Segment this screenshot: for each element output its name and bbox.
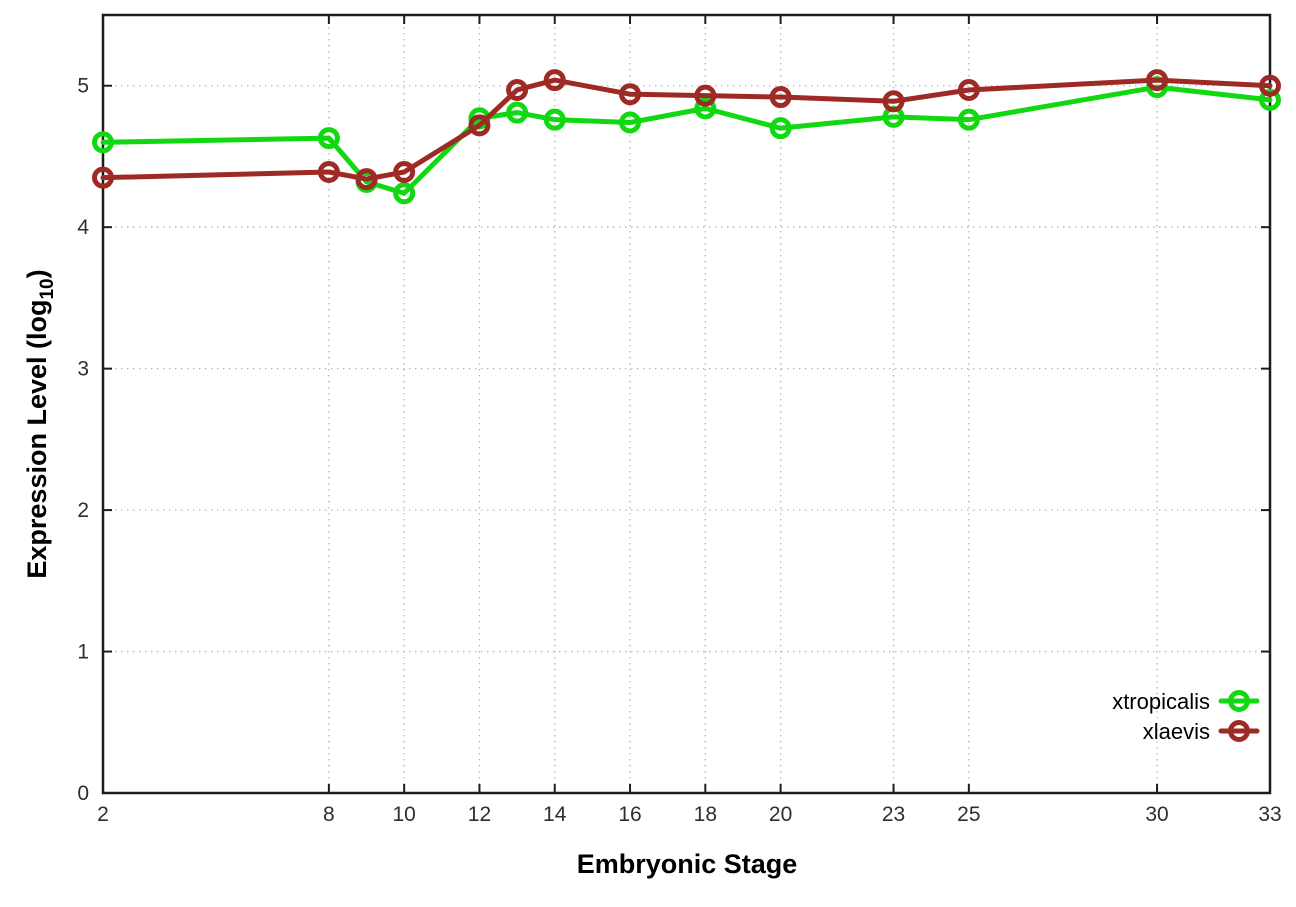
y-axis-title-suffix: ) xyxy=(22,269,52,278)
y-tick-label-3: 3 xyxy=(77,358,89,381)
legend-marker-xlaevis xyxy=(1228,720,1250,742)
x-tick-label-12: 12 xyxy=(468,803,491,826)
x-tick-label-18: 18 xyxy=(694,803,717,826)
marker-xlaevis-13 xyxy=(506,78,529,101)
x-tick-label-30: 30 xyxy=(1145,803,1168,826)
marker-xtropicalis-16 xyxy=(619,111,642,134)
marker-xlaevis-23 xyxy=(882,90,905,113)
marker-xlaevis-20 xyxy=(769,86,792,109)
marker-xtropicalis-2 xyxy=(92,131,114,154)
x-tick-label-20: 20 xyxy=(769,803,792,826)
marker-xtropicalis-14 xyxy=(543,108,566,131)
legend-label-xlaevis: xlaevis xyxy=(1143,719,1210,744)
marker-xtropicalis-8 xyxy=(317,127,340,150)
marker-xtropicalis-20 xyxy=(769,117,792,140)
marker-xlaevis-10 xyxy=(393,161,416,184)
y-tick-label-1: 1 xyxy=(77,641,89,664)
marker-xtropicalis-13 xyxy=(506,101,529,124)
grid-layer xyxy=(103,15,1270,793)
x-tick-label-33: 33 xyxy=(1258,803,1281,826)
x-tick-label-8: 8 xyxy=(323,803,335,826)
x-tick-label-23: 23 xyxy=(882,803,905,826)
plot-border xyxy=(101,13,1272,795)
x-tick-label-25: 25 xyxy=(957,803,980,826)
marker-xtropicalis-18 xyxy=(694,97,717,120)
marker-xlaevis-30 xyxy=(1146,69,1169,92)
marker-xtropicalis-25 xyxy=(957,108,980,131)
marker-xtropicalis-10 xyxy=(393,182,416,205)
marker-xlaevis-14 xyxy=(543,69,566,92)
marker-xtropicalis-33 xyxy=(1259,88,1281,111)
series-line-xlaevis xyxy=(100,77,1273,182)
marker-xlaevis-16 xyxy=(619,83,642,106)
x-axis-title: Embryonic Stage xyxy=(577,849,798,879)
marker-xlaevis-33 xyxy=(1259,74,1281,97)
y-tick-label-0: 0 xyxy=(77,782,89,805)
x-tick-label-10: 10 xyxy=(392,803,415,826)
x-tick-label-14: 14 xyxy=(543,803,567,826)
marker-xlaevis-12 xyxy=(468,114,491,137)
y-axis-title: Expression Level (log10) xyxy=(22,269,58,578)
marker-xlaevis-8 xyxy=(317,161,340,184)
y-tick-label-2: 2 xyxy=(77,499,89,522)
x-tick-label-2: 2 xyxy=(97,803,109,826)
series-line-xtropicalis xyxy=(100,84,1273,196)
y-axis-title-subscript: 10 xyxy=(37,278,58,299)
marker-xlaevis-9 xyxy=(355,168,378,191)
legend-label-xtropicalis: xtropicalis xyxy=(1112,689,1210,714)
y-axis-title-prefix: Expression Level (log xyxy=(22,300,52,579)
x-tick-label-16: 16 xyxy=(618,803,641,826)
legend-layer xyxy=(1218,690,1260,742)
legend-marker-xtropicalis xyxy=(1228,690,1250,712)
marker-xlaevis-2 xyxy=(92,166,114,189)
marker-xlaevis-18 xyxy=(694,84,717,107)
marker-xlaevis-25 xyxy=(957,78,980,101)
y-tick-label-4: 4 xyxy=(77,216,89,239)
y-tick-label-5: 5 xyxy=(77,75,89,98)
series-layer xyxy=(92,69,1281,205)
